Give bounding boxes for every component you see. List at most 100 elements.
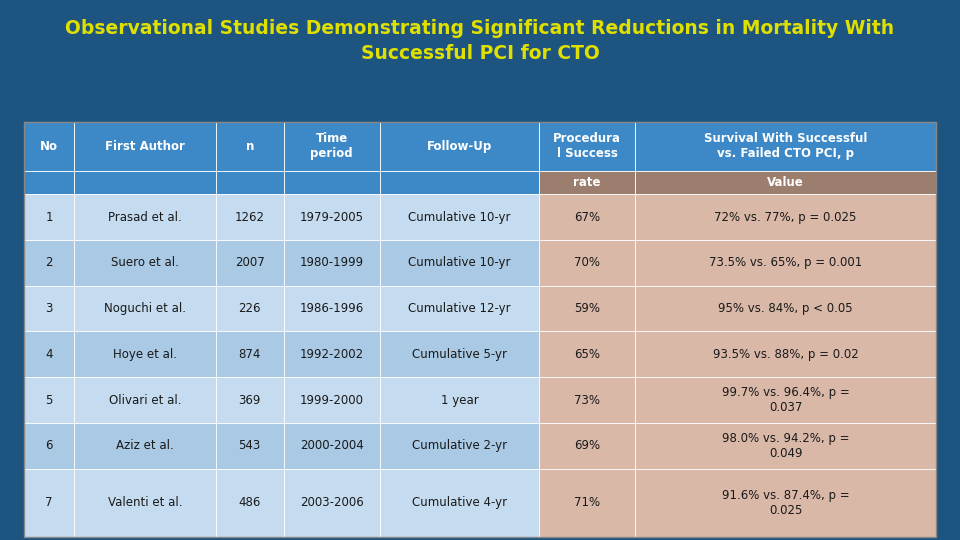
FancyBboxPatch shape: [215, 469, 284, 537]
Text: 71%: 71%: [574, 496, 600, 510]
FancyBboxPatch shape: [74, 332, 215, 377]
FancyBboxPatch shape: [540, 469, 636, 537]
Text: 1980-1999: 1980-1999: [300, 256, 364, 269]
Text: Observational Studies Demonstrating Significant Reductions in Mortality With
Suc: Observational Studies Demonstrating Sign…: [65, 19, 895, 63]
FancyBboxPatch shape: [284, 332, 379, 377]
Text: 1: 1: [45, 211, 53, 224]
FancyBboxPatch shape: [74, 240, 215, 286]
Text: 2000-2004: 2000-2004: [300, 440, 364, 453]
FancyBboxPatch shape: [540, 171, 636, 194]
FancyBboxPatch shape: [24, 286, 74, 332]
Text: 2: 2: [45, 256, 53, 269]
FancyBboxPatch shape: [540, 240, 636, 286]
Text: First Author: First Author: [105, 140, 184, 153]
Text: 95% vs. 84%, p < 0.05: 95% vs. 84%, p < 0.05: [718, 302, 852, 315]
FancyBboxPatch shape: [379, 332, 540, 377]
Text: Value: Value: [767, 176, 804, 189]
FancyBboxPatch shape: [215, 286, 284, 332]
Text: Valenti et al.: Valenti et al.: [108, 496, 182, 510]
Text: 99.7% vs. 96.4%, p =
0.037: 99.7% vs. 96.4%, p = 0.037: [722, 386, 850, 414]
Text: 486: 486: [238, 496, 261, 510]
Text: Procedura
l Success: Procedura l Success: [553, 132, 621, 160]
FancyBboxPatch shape: [215, 194, 284, 240]
Text: Cumulative 4-yr: Cumulative 4-yr: [412, 496, 507, 510]
FancyBboxPatch shape: [24, 332, 74, 377]
FancyBboxPatch shape: [24, 377, 74, 423]
FancyBboxPatch shape: [540, 423, 636, 469]
Text: 7: 7: [45, 496, 53, 510]
Text: Noguchi et al.: Noguchi et al.: [104, 302, 186, 315]
FancyBboxPatch shape: [215, 332, 284, 377]
FancyBboxPatch shape: [636, 194, 936, 240]
Text: 6: 6: [45, 440, 53, 453]
FancyBboxPatch shape: [379, 194, 540, 240]
FancyBboxPatch shape: [636, 332, 936, 377]
FancyBboxPatch shape: [74, 469, 215, 537]
Text: Cumulative 12-yr: Cumulative 12-yr: [408, 302, 511, 315]
FancyBboxPatch shape: [24, 240, 74, 286]
Text: Cumulative 10-yr: Cumulative 10-yr: [408, 211, 511, 224]
Text: 59%: 59%: [574, 302, 600, 315]
Text: Prasad et al.: Prasad et al.: [108, 211, 181, 224]
FancyBboxPatch shape: [215, 240, 284, 286]
Text: No: No: [40, 140, 59, 153]
Text: 5: 5: [45, 394, 53, 407]
FancyBboxPatch shape: [379, 423, 540, 469]
Text: 2007: 2007: [235, 256, 265, 269]
FancyBboxPatch shape: [540, 332, 636, 377]
Text: 543: 543: [239, 440, 261, 453]
FancyBboxPatch shape: [284, 423, 379, 469]
FancyBboxPatch shape: [636, 423, 936, 469]
FancyBboxPatch shape: [215, 423, 284, 469]
FancyBboxPatch shape: [74, 194, 215, 240]
FancyBboxPatch shape: [636, 122, 936, 171]
FancyBboxPatch shape: [215, 377, 284, 423]
Text: 98.0% vs. 94.2%, p =
0.049: 98.0% vs. 94.2%, p = 0.049: [722, 432, 850, 460]
Text: n: n: [246, 140, 253, 153]
FancyBboxPatch shape: [74, 377, 215, 423]
FancyBboxPatch shape: [636, 286, 936, 332]
Text: 1979-2005: 1979-2005: [300, 211, 364, 224]
FancyBboxPatch shape: [636, 240, 936, 286]
FancyBboxPatch shape: [540, 286, 636, 332]
FancyBboxPatch shape: [215, 122, 284, 171]
FancyBboxPatch shape: [379, 122, 540, 171]
FancyBboxPatch shape: [540, 377, 636, 423]
Text: 4: 4: [45, 348, 53, 361]
FancyBboxPatch shape: [74, 286, 215, 332]
FancyBboxPatch shape: [379, 286, 540, 332]
FancyBboxPatch shape: [636, 377, 936, 423]
FancyBboxPatch shape: [636, 171, 936, 194]
Text: Suero et al.: Suero et al.: [111, 256, 179, 269]
Text: Aziz et al.: Aziz et al.: [116, 440, 174, 453]
Text: 874: 874: [238, 348, 261, 361]
Text: Follow-Up: Follow-Up: [427, 140, 492, 153]
Text: 1262: 1262: [234, 211, 265, 224]
Text: 1986-1996: 1986-1996: [300, 302, 364, 315]
Text: 72% vs. 77%, p = 0.025: 72% vs. 77%, p = 0.025: [714, 211, 856, 224]
FancyBboxPatch shape: [24, 122, 74, 171]
FancyBboxPatch shape: [284, 171, 379, 194]
FancyBboxPatch shape: [379, 240, 540, 286]
FancyBboxPatch shape: [284, 122, 379, 171]
FancyBboxPatch shape: [379, 377, 540, 423]
Text: Cumulative 2-yr: Cumulative 2-yr: [412, 440, 507, 453]
FancyBboxPatch shape: [540, 194, 636, 240]
FancyBboxPatch shape: [284, 377, 379, 423]
FancyBboxPatch shape: [284, 240, 379, 286]
Text: 73.5% vs. 65%, p = 0.001: 73.5% vs. 65%, p = 0.001: [708, 256, 862, 269]
Text: 93.5% vs. 88%, p = 0.02: 93.5% vs. 88%, p = 0.02: [712, 348, 858, 361]
Text: 69%: 69%: [574, 440, 600, 453]
Text: Time
period: Time period: [310, 132, 353, 160]
Text: 65%: 65%: [574, 348, 600, 361]
Text: 1992-2002: 1992-2002: [300, 348, 364, 361]
FancyBboxPatch shape: [284, 194, 379, 240]
Text: 91.6% vs. 87.4%, p =
0.025: 91.6% vs. 87.4%, p = 0.025: [722, 489, 850, 517]
FancyBboxPatch shape: [215, 171, 284, 194]
FancyBboxPatch shape: [24, 194, 74, 240]
FancyBboxPatch shape: [74, 122, 215, 171]
FancyBboxPatch shape: [284, 286, 379, 332]
FancyBboxPatch shape: [379, 469, 540, 537]
FancyBboxPatch shape: [379, 171, 540, 194]
Text: 1999-2000: 1999-2000: [300, 394, 364, 407]
